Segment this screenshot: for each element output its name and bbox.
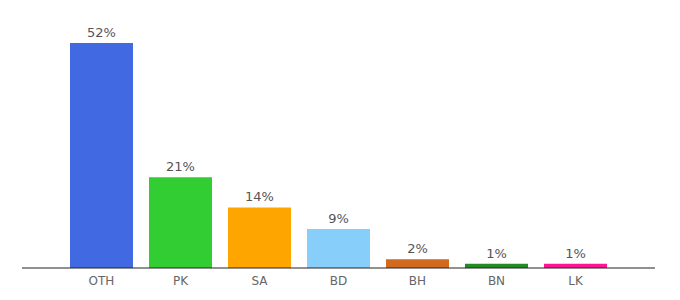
svg-text:52%: 52%	[87, 25, 116, 40]
svg-text:OTH: OTH	[89, 274, 115, 288]
svg-text:LK: LK	[568, 274, 584, 288]
svg-text:BH: BH	[409, 274, 426, 288]
svg-text:14%: 14%	[245, 189, 274, 204]
svg-text:9%: 9%	[328, 211, 349, 226]
svg-text:2%: 2%	[407, 241, 428, 256]
svg-text:1%: 1%	[486, 246, 507, 261]
svg-text:21%: 21%	[166, 159, 195, 174]
svg-text:BD: BD	[330, 274, 347, 288]
svg-text:BN: BN	[488, 274, 505, 288]
svg-text:PK: PK	[173, 274, 189, 288]
svg-text:1%: 1%	[565, 246, 586, 261]
svg-text:SA: SA	[251, 274, 268, 288]
